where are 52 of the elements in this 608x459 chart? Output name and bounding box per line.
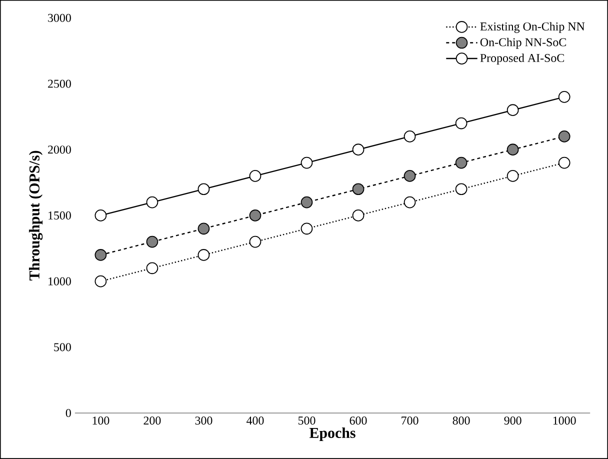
x-tick-label: 900 [504, 416, 522, 425]
x-tick-label: 1000 [553, 416, 576, 425]
point [146, 236, 158, 248]
x-tick-label: 600 [350, 416, 367, 425]
y-tick-label: 500 [54, 343, 71, 352]
point [146, 196, 158, 208]
y-tick-label: 2000 [48, 146, 71, 154]
point [300, 222, 313, 235]
point [249, 170, 262, 182]
point [506, 104, 519, 116]
x-tick-label: 100 [92, 416, 110, 425]
point [300, 156, 313, 169]
y-tick-label: 0 [66, 409, 71, 418]
y-axis-title: Throughput (OPS/s) [28, 150, 43, 281]
point [94, 210, 107, 222]
point [94, 249, 107, 261]
x-tick-label: 700 [402, 416, 418, 425]
point [404, 170, 416, 182]
point [455, 156, 468, 169]
point [94, 275, 107, 288]
point [352, 210, 364, 222]
point [558, 91, 570, 103]
point [455, 183, 468, 196]
y-tick-label: 1000 [48, 277, 71, 286]
point [352, 183, 364, 196]
point [558, 156, 570, 169]
point [300, 196, 313, 208]
point [455, 117, 468, 130]
point [198, 249, 210, 261]
legend-label: Existing On-Chip NN [480, 22, 585, 33]
x-tick-label: 400 [246, 416, 264, 425]
point [352, 144, 364, 156]
point [198, 222, 210, 235]
point [558, 130, 570, 142]
x-tick-label: 300 [195, 416, 212, 425]
x-tick-label: 800 [452, 416, 470, 425]
point [146, 262, 158, 274]
legend-label: Proposed AI-SoC [480, 54, 564, 65]
point [404, 196, 416, 208]
x-tick-label: 200 [144, 416, 161, 425]
point [249, 210, 262, 222]
legend-label: On-Chip NN-SoC [480, 38, 566, 49]
y-tick-label: 2500 [48, 80, 71, 88]
point [198, 183, 210, 196]
point [404, 130, 416, 142]
point [506, 170, 519, 182]
point [506, 144, 519, 156]
y-tick-label: 3000 [48, 14, 71, 22]
y-tick-label: 1500 [48, 211, 71, 220]
x-tick-label: 500 [298, 416, 316, 425]
x-axis-title: Epochs [310, 428, 356, 442]
point [249, 236, 262, 248]
